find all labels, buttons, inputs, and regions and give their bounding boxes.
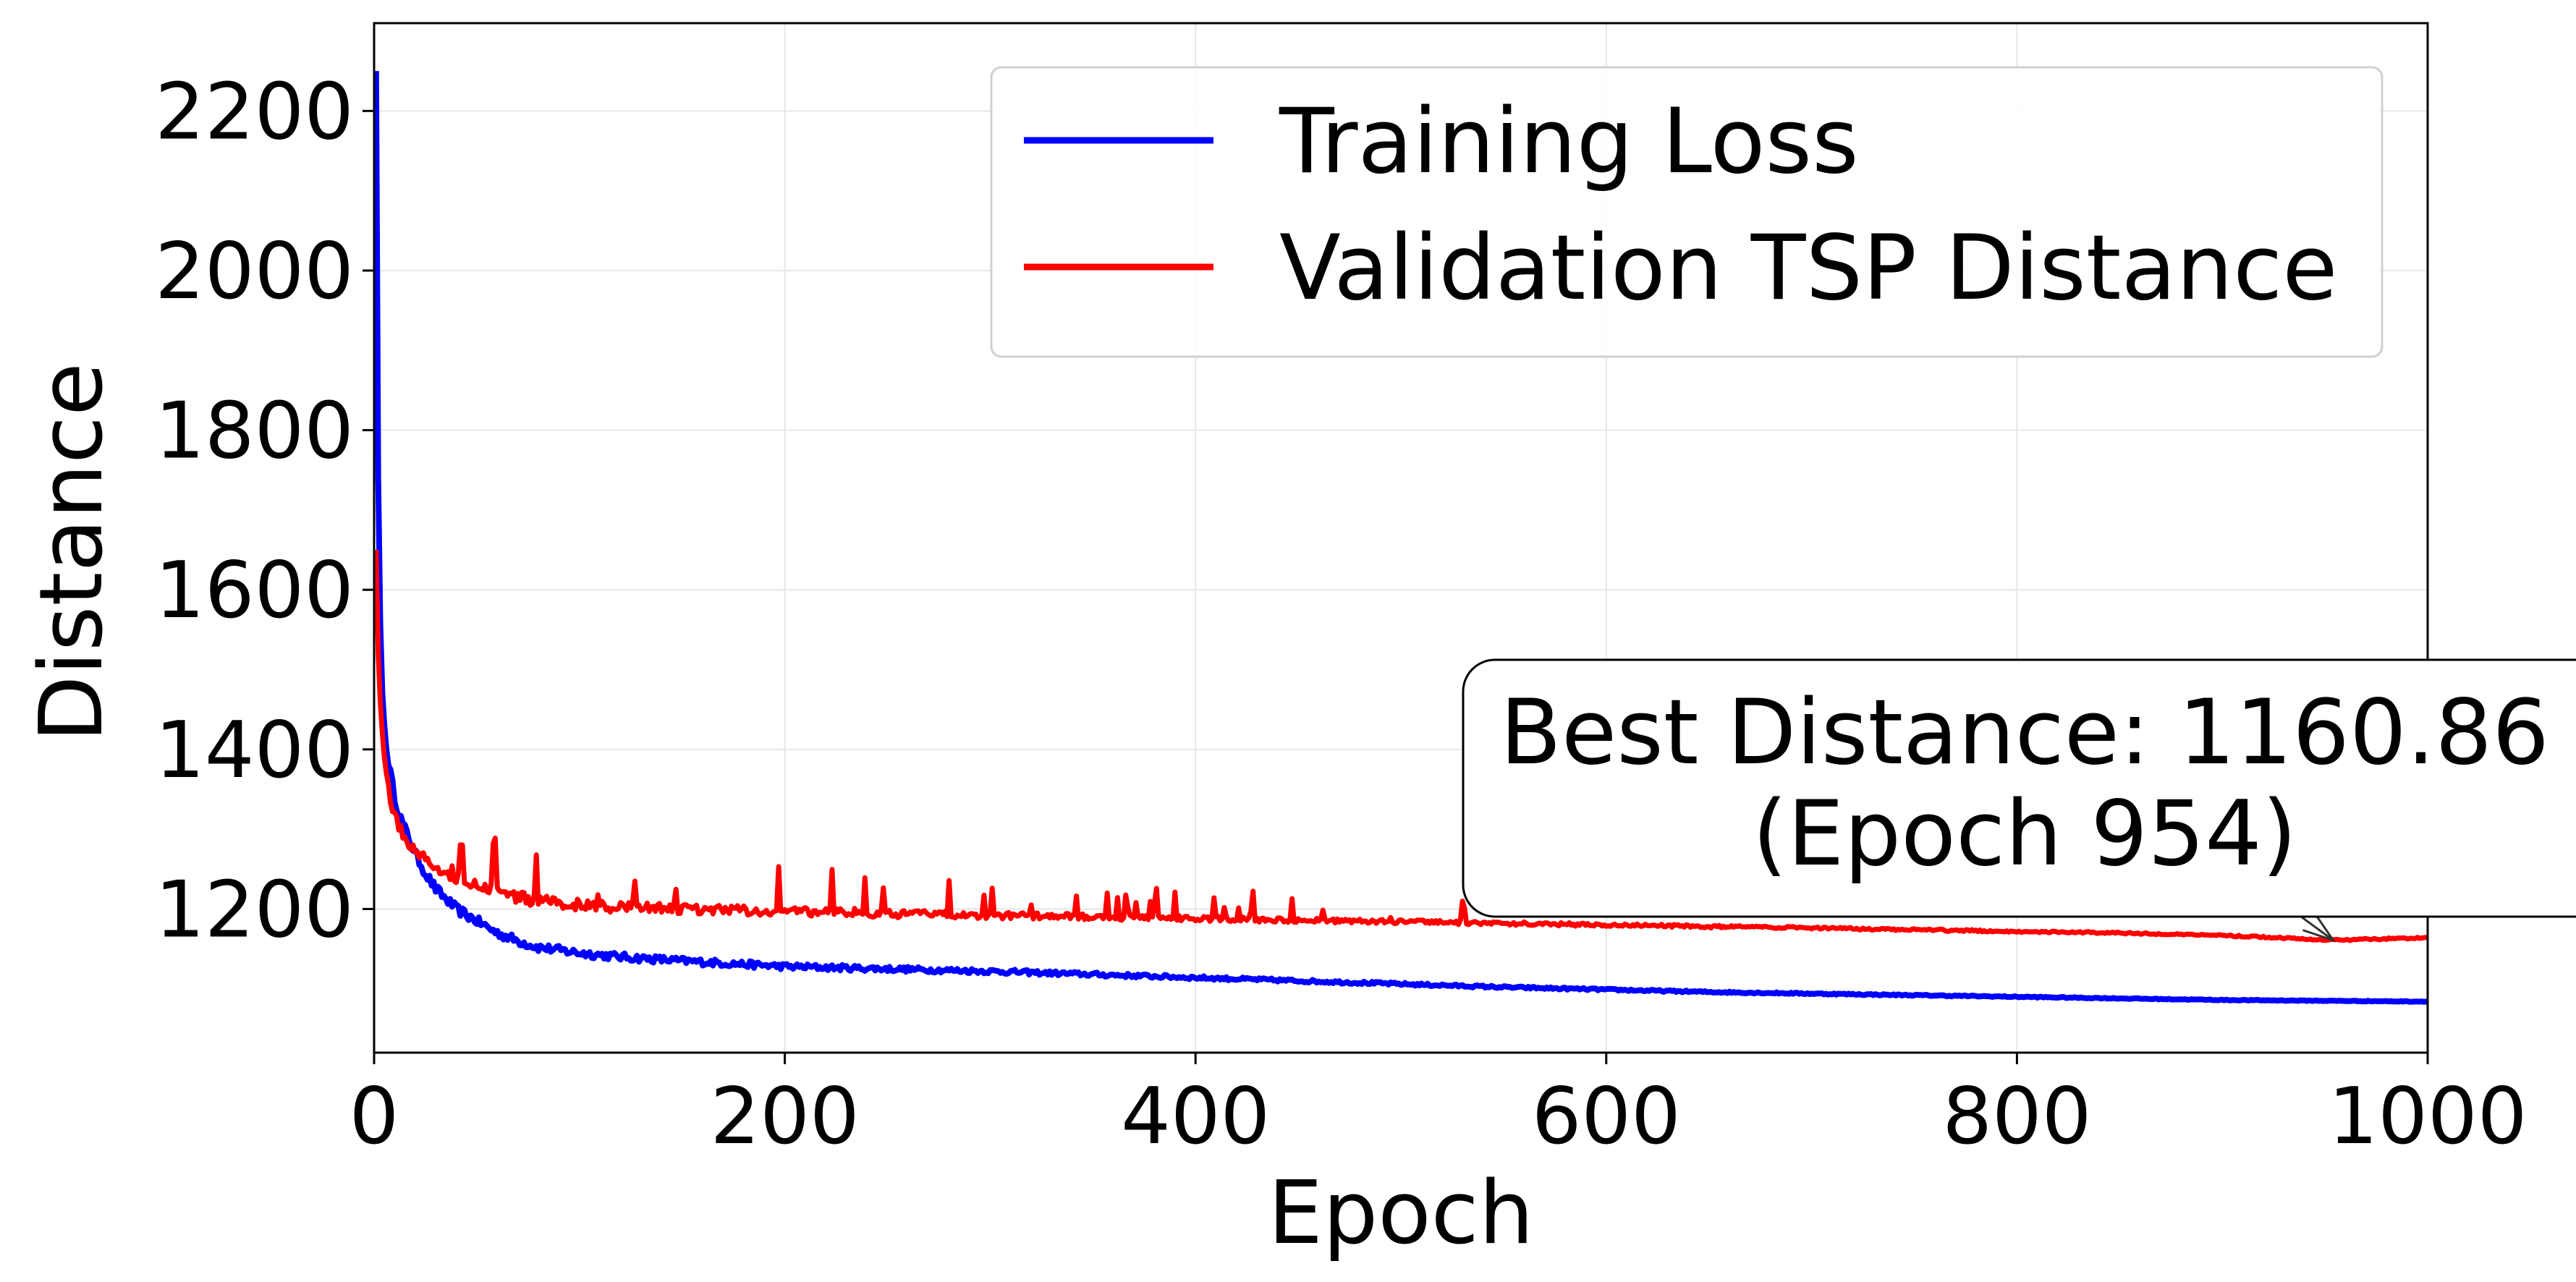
plot-frame (373, 22, 2429, 1054)
x-tick-label: 200 (711, 1071, 860, 1162)
annotation-arrow (2300, 915, 2334, 941)
x-tick-label: 400 (1121, 1071, 1270, 1162)
x-tick-label: 1000 (2329, 1071, 2528, 1162)
best-distance-annotation: Best Distance: 1160.86 (Epoch 954) (1462, 658, 2576, 943)
legend-label-validation-tsp-distance: Validation TSP Distance (1279, 216, 2338, 320)
y-tick-label: 2200 (155, 67, 354, 157)
annotation-arrowhead (2302, 912, 2336, 943)
legend-label-training-loss: Training Loss (1279, 90, 1859, 194)
annotation-epoch-text: (Epoch 954) (1753, 782, 2297, 886)
y-tick-label: 1200 (155, 865, 354, 955)
y-tick-label: 2000 (155, 226, 354, 317)
legend: Training Loss Validation TSP Distance (990, 66, 2384, 358)
axis-ticks: 0 200 400 600 800 1000 1200 1400 1600 1800 2000 220… (155, 67, 2527, 1162)
legend-box (990, 66, 2384, 358)
series-line-validation-tsp-distance (373, 549, 2428, 943)
y-tick-label: 1400 (155, 705, 354, 796)
x-tick-label: 600 (1532, 1071, 1681, 1162)
series-line-training-loss (373, 71, 2429, 1005)
annotation-best-distance-text: Best Distance: 1160.86 (1500, 681, 2549, 785)
y-axis-title: Distance (22, 362, 122, 742)
x-tick-label: 800 (1942, 1071, 2091, 1162)
x-axis-title: Epoch (1268, 1163, 1533, 1264)
y-tick-label: 1600 (155, 546, 354, 636)
x-tick-label: 0 (349, 1071, 399, 1162)
series-lines (373, 71, 2429, 1005)
annotation-box (1462, 658, 2576, 918)
y-tick-label: 1800 (155, 386, 354, 477)
